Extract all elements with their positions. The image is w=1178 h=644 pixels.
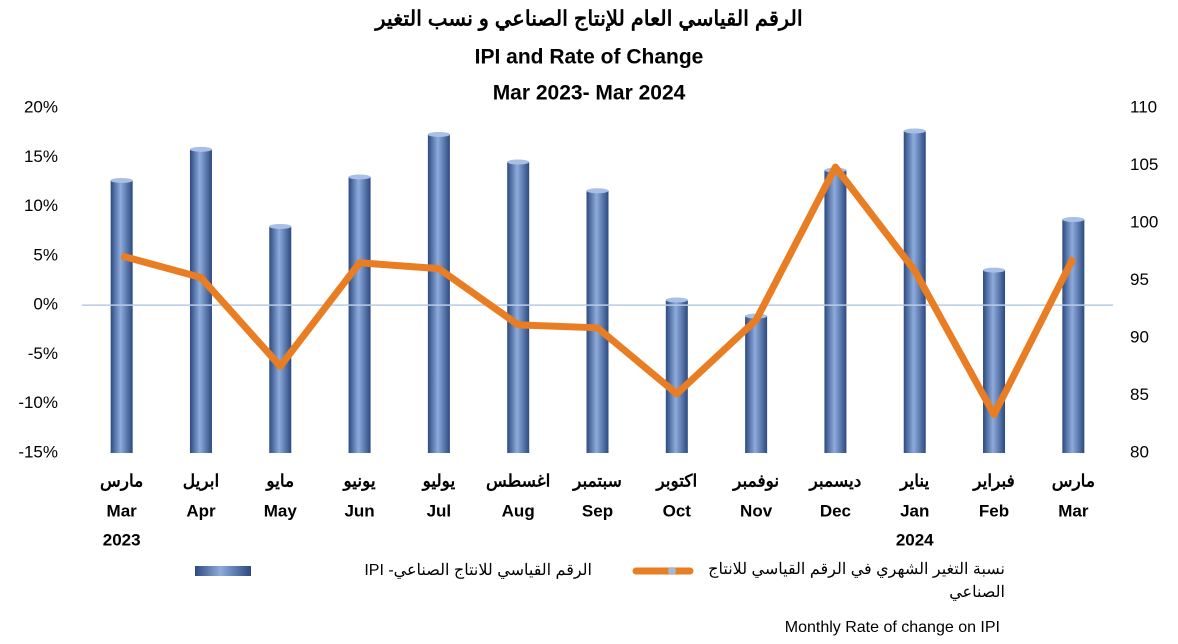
bar xyxy=(110,180,133,453)
y2-tick-label: 80 xyxy=(1130,442,1149,461)
y-tick-label: 10% xyxy=(24,196,58,215)
bar-cap xyxy=(983,267,1006,273)
bar xyxy=(745,316,768,453)
line xyxy=(120,163,1077,419)
bar xyxy=(507,162,530,454)
y2-tick-label: 100 xyxy=(1130,212,1158,231)
bar xyxy=(1062,219,1085,453)
bar xyxy=(348,177,371,453)
legend-bar-icon xyxy=(195,566,251,576)
x-tick-label: Feb xyxy=(979,501,1009,520)
bar xyxy=(427,134,450,453)
year-label: 2024 xyxy=(896,530,934,549)
year-label: 2023 xyxy=(103,530,141,549)
x-tick-label-ar: فبراير xyxy=(971,471,1014,491)
bar-cap xyxy=(348,174,371,180)
x-tick-label: Oct xyxy=(663,501,692,520)
y-tick-label: 20% xyxy=(24,97,58,116)
line-legend-text: نسبة التغير الشهري في الرقم القياسي للان… xyxy=(708,561,1005,601)
y-tick-label: -5% xyxy=(28,344,58,363)
x-tick-label-ar: اكتوبر xyxy=(654,471,697,491)
x-tick-label: Jul xyxy=(427,501,452,520)
x-tick-label: Mar xyxy=(107,501,138,520)
x-tick-label-ar: مارس xyxy=(1052,471,1095,491)
y2-tick-label: 95 xyxy=(1130,270,1149,289)
y-tick-label: 0% xyxy=(33,295,58,314)
y-tick-label: -15% xyxy=(18,442,58,461)
bar-cap xyxy=(189,146,212,152)
bar xyxy=(824,170,847,453)
y-tick-label: 15% xyxy=(24,147,58,166)
x-tick-label-ar: يونيو xyxy=(341,471,375,491)
chart-title-ar: الرقم القياسي العام للإنتاج الصناعي و نس… xyxy=(373,8,802,32)
bar-cap xyxy=(665,297,688,303)
bar-cap xyxy=(269,223,292,229)
x-tick-label: Sep xyxy=(582,501,613,520)
bar-cap xyxy=(586,188,609,194)
x-tick-label: Jan xyxy=(900,501,929,520)
bar-cap xyxy=(507,159,530,165)
y2-tick-label: 110 xyxy=(1130,97,1157,116)
y2-tick-label: 85 xyxy=(1130,385,1149,404)
x-tick-label-ar: يوليو xyxy=(421,471,456,491)
x-tick-label: Jun xyxy=(344,501,374,520)
x-tick-label-ar: اغسطس xyxy=(486,471,550,491)
legend-line-marker xyxy=(668,567,676,575)
legend-line-label-en: Monthly Rate of change on IPI xyxy=(785,619,1000,636)
y-tick-label: 5% xyxy=(33,245,58,264)
chart-title: IPI and Rate of Change xyxy=(475,46,704,69)
y2-tick-label: 90 xyxy=(1130,327,1149,346)
x-tick-label-ar: نوفمبر xyxy=(731,471,779,491)
x-tick-label-ar: مارس xyxy=(100,471,143,491)
x-tick-label-ar: ابريل xyxy=(183,471,219,491)
x-tick-label-ar: يناير xyxy=(898,471,929,491)
x-tick-label-ar: مايو xyxy=(264,471,294,491)
x-tick-label: Apr xyxy=(186,501,216,520)
x-tick-label: May xyxy=(264,501,298,520)
bar xyxy=(269,226,292,453)
bar-cap xyxy=(1062,217,1085,223)
x-tick-label-ar: سبتمبر xyxy=(571,471,622,491)
bar-cap xyxy=(903,128,926,134)
bar xyxy=(189,149,212,453)
x-tick-label: Mar xyxy=(1058,501,1089,520)
y-tick-label: -10% xyxy=(18,393,58,412)
bar xyxy=(903,131,926,453)
x-tick-label: Dec xyxy=(820,501,851,520)
bar xyxy=(665,300,688,453)
y2-tick-label: 105 xyxy=(1130,155,1158,174)
x-tick-label: Nov xyxy=(740,501,773,520)
x-tick-label: Aug xyxy=(502,501,535,520)
legend-bar-label: الرقم القياسي للانتاج الصناعي- IPI xyxy=(364,562,592,579)
bar xyxy=(586,190,609,454)
chart-subtitle: Mar 2023- Mar 2024 xyxy=(493,82,686,105)
bar xyxy=(983,270,1006,453)
bar-cap xyxy=(110,177,133,183)
bar-cap xyxy=(427,131,450,137)
x-tick-label-ar: ديسمبر xyxy=(808,471,862,491)
